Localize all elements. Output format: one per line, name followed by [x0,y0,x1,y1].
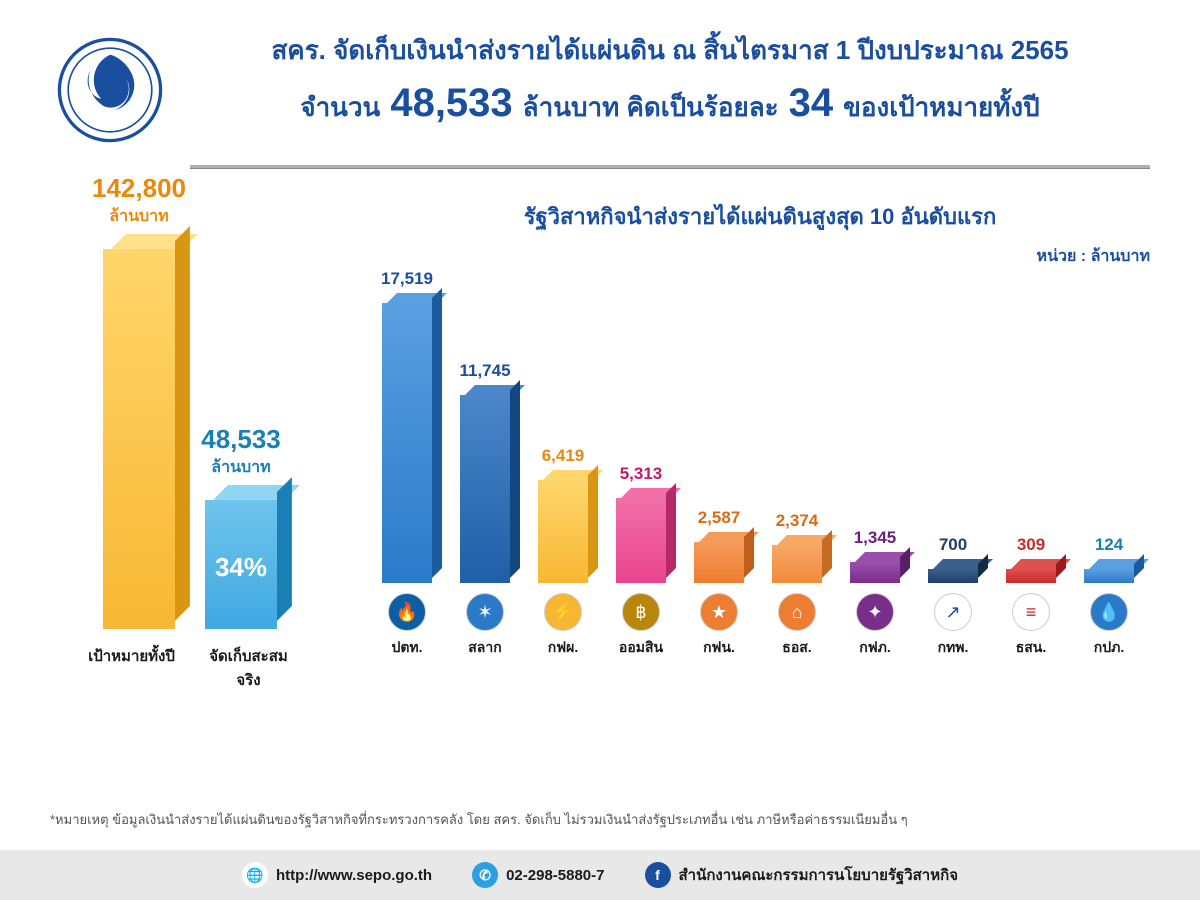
left-bar: 142,800ล้านบาท [103,249,175,629]
agency-logo [50,30,170,150]
right-bar: 1,345 ✦ กฟภ. [843,562,907,659]
org-logo-icon: 🔥 [388,593,426,631]
footer-item: 🌐 http://www.sepo.go.th [242,862,432,888]
right-bar: 700 ↗ กทพ. [921,569,985,659]
right-bar: 2,374 ⌂ ธอส. [765,545,829,659]
title-post: ของเป้าหมายทั้งปี [843,87,1040,128]
title-block: สคร. จัดเก็บเงินนำส่งรายได้แผ่นดิน ณ สิ้… [190,30,1150,128]
bar-3d: 2,587 [694,542,744,583]
bar-value: 309 [991,535,1071,555]
bar-label: ธสน. [1016,637,1047,659]
bar-label: กฟน. [703,637,735,659]
bar-value: 124 [1069,535,1149,555]
bar-unit: ล้านบาท [176,455,306,480]
right-bar: 6,419 ⚡ กฟผ. [531,480,595,659]
left-chart: 142,800ล้านบาท48,533ล้านบาท34% เป้าหมายท… [60,199,320,759]
org-logo-icon: ★ [700,593,738,631]
bar-label: กปภ. [1094,637,1124,659]
org-logo-icon: ✶ [466,593,504,631]
org-logo-icon: ↗ [934,593,972,631]
right-bar: 309 ≡ ธสน. [999,569,1063,659]
bar-3d: 11,745 [460,395,510,583]
bar-3d: 48,533ล้านบาท34% [205,500,277,629]
bar-3d: 2,374 [772,545,822,583]
right-chart: รัฐวิสาหกิจนำส่งรายได้แผ่นดินสูงสุด 10 อ… [370,199,1150,759]
left-bar: 48,533ล้านบาท34% [205,500,277,629]
footer-text: 02-298-5880-7 [506,867,604,884]
left-bar-label: จัดเก็บสะสมจริง [205,644,292,692]
bar-3d: 142,800ล้านบาท [103,249,175,629]
left-bar-label: เป้าหมายทั้งปี [88,644,175,692]
org-logo-icon: ฿ [622,593,660,631]
left-chart-xlabels: เป้าหมายทั้งปี จัดเก็บสะสมจริง [60,644,320,692]
right-bar: 124 💧 กปภ. [1077,569,1141,659]
bar-value: 2,587 [679,508,759,528]
right-bar: 2,587 ★ กฟน. [687,542,751,659]
bar-3d: 17,519 [382,303,432,583]
content: 142,800ล้านบาท48,533ล้านบาท34% เป้าหมายท… [0,169,1200,789]
org-logo-icon: ≡ [1012,593,1050,631]
bar-value: 11,745 [445,361,525,381]
bar-label: กฟผ. [548,637,578,659]
title-pre: จำนวน [300,87,380,128]
footer-text: http://www.sepo.go.th [276,867,432,884]
title-mid: ล้านบาท คิดเป็นร้อยละ [523,87,779,128]
bar-value: 142,800 [74,173,204,204]
bar-label: ออมสิน [619,637,663,659]
footer-icon: ✆ [472,862,498,888]
bar-value: 5,313 [601,464,681,484]
footer-text: สำนักงานคณะกรรมการนโยบายรัฐวิสาหกิจ [679,863,959,887]
title-line-1: สคร. จัดเก็บเงินนำส่งรายได้แผ่นดิน ณ สิ้… [190,30,1150,71]
footnote: *หมายเหตุ ข้อมูลเงินนำส่งรายได้แผ่นดินขอ… [50,809,1150,830]
bar-3d: 700 [928,569,978,583]
bar-value: 6,419 [523,446,603,466]
right-chart-bars: 17,519 🔥 ปตท. 11,745 ✶ สลาก 6,419 ⚡ กฟผ. 5,313 ฿ออ… [370,279,1150,659]
bar-label: ธอส. [782,637,811,659]
footer-icon: f [645,862,671,888]
title-line-2: จำนวน 48,533 ล้านบาท คิดเป็นร้อยละ 34 ขอ… [190,81,1150,128]
bar-value: 48,533 [176,424,306,455]
footer: 🌐 http://www.sepo.go.th ✆ 02-298-5880-7 f สำน… [0,850,1200,900]
bar-value: 700 [913,535,993,555]
footer-icon: 🌐 [242,862,268,888]
bar-3d: 6,419 [538,480,588,583]
bar-value: 2,374 [757,511,837,531]
bar-label: กทพ. [938,637,969,659]
left-chart-bars: 142,800ล้านบาท48,533ล้านบาท34% [60,199,320,629]
right-chart-unit: หน่วย : ล้านบาท [370,244,1150,269]
bar-percent: 34% [205,552,277,583]
bar-label: สลาก [468,637,501,659]
right-bar: 11,745 ✶ สลาก [453,395,517,659]
bar-3d: 124 [1084,569,1134,583]
footer-item: ✆ 02-298-5880-7 [472,862,604,888]
bar-unit: ล้านบาท [74,204,204,229]
bar-3d: 5,313 [616,498,666,583]
bar-3d: 309 [1006,569,1056,583]
right-chart-title: รัฐวิสาหกิจนำส่งรายได้แผ่นดินสูงสุด 10 อ… [370,199,1150,234]
right-bar: 5,313 ฿ออมสิน [609,498,673,659]
right-bar: 17,519 🔥 ปตท. [375,303,439,659]
org-logo-icon: 💧 [1090,593,1128,631]
bar-label: ปตท. [391,637,422,659]
org-logo-icon: ⌂ [778,593,816,631]
title-number-2: 34 [789,81,834,126]
bar-value: 17,519 [367,269,447,289]
footer-item: f สำนักงานคณะกรรมการนโยบายรัฐวิสาหกิจ [645,862,959,888]
bar-3d: 1,345 [850,562,900,583]
header: สคร. จัดเก็บเงินนำส่งรายได้แผ่นดิน ณ สิ้… [0,0,1200,150]
title-number-1: 48,533 [390,81,512,126]
bar-label: กฟภ. [859,637,891,659]
org-logo-icon: ⚡ [544,593,582,631]
org-logo-icon: ✦ [856,593,894,631]
bar-value: 1,345 [835,528,915,548]
